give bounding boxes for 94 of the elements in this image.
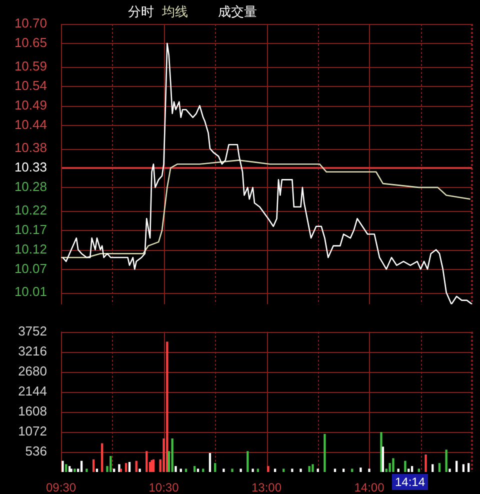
- y-tick-label: 2144: [18, 383, 47, 398]
- bar: [166, 342, 168, 472]
- bar: [214, 463, 216, 472]
- bar: [456, 460, 458, 472]
- text: 成交量: [218, 5, 257, 20]
- y-tick-label: 536: [25, 444, 47, 459]
- bar: [240, 468, 242, 472]
- y-tick-label: 10.33: [14, 160, 47, 175]
- bar: [86, 468, 88, 472]
- bar: [410, 466, 414, 472]
- bar: [184, 468, 188, 472]
- y-tick-label: 10.54: [14, 78, 47, 93]
- bar: [462, 464, 465, 472]
- bar: [113, 468, 116, 472]
- bar: [231, 468, 234, 472]
- bar: [124, 463, 128, 472]
- bar: [196, 468, 200, 472]
- y-tick-label: 10.28: [14, 179, 47, 194]
- bar: [308, 466, 310, 472]
- bar: [138, 468, 141, 472]
- text: 分时: [128, 5, 154, 20]
- bar: [316, 468, 319, 472]
- bar: [392, 458, 394, 472]
- bar: [342, 468, 345, 472]
- y-tick-label: 1072: [18, 424, 47, 439]
- y-tick-label: 3216: [18, 343, 47, 358]
- y-tick-label: 10.07: [14, 260, 47, 276]
- bar: [351, 468, 354, 472]
- bar: [360, 468, 362, 472]
- y-tick-label: 3752: [18, 323, 47, 338]
- bar: [74, 468, 76, 472]
- bar: [222, 468, 225, 472]
- bar: [445, 450, 448, 472]
- bar: [174, 466, 177, 472]
- bar: [120, 468, 122, 472]
- bar: [312, 464, 314, 472]
- bar: [152, 459, 155, 472]
- bar: [128, 462, 131, 472]
- bar: [467, 463, 470, 472]
- y-tick-label: 10.70: [14, 16, 47, 31]
- bar: [418, 468, 420, 472]
- x-tick-label: 09:30: [46, 480, 76, 494]
- y-tick-label: 10.59: [14, 58, 47, 74]
- bar: [92, 459, 95, 472]
- bar: [397, 468, 400, 472]
- y-tick-label: 10.12: [14, 241, 47, 256]
- bar: [282, 468, 285, 472]
- bar: [62, 460, 64, 472]
- x-tick-label: 10:30: [148, 480, 180, 494]
- y-tick-label: 10.22: [14, 202, 47, 218]
- y-tick-label: 10.49: [14, 97, 47, 112]
- bar: [80, 460, 83, 472]
- bar: [101, 443, 104, 472]
- bar: [135, 460, 138, 472]
- text: 均线: [162, 5, 188, 20]
- bar: [180, 468, 182, 472]
- bar: [118, 464, 120, 472]
- bar: [193, 466, 196, 472]
- bar: [65, 464, 68, 472]
- bar: [380, 432, 382, 472]
- y-tick-label: 10.65: [14, 35, 47, 50]
- bar: [267, 466, 270, 472]
- bar: [146, 451, 148, 472]
- bar: [438, 463, 441, 472]
- bar: [404, 460, 406, 472]
- bar: [110, 456, 112, 472]
- bar: [252, 468, 254, 472]
- bar: [300, 468, 302, 472]
- bar: [274, 468, 276, 472]
- bar: [246, 451, 249, 472]
- bar: [432, 464, 434, 472]
- bar: [291, 468, 294, 472]
- bar: [208, 452, 212, 472]
- bar: [408, 468, 410, 472]
- bar: [70, 468, 72, 472]
- bar: [324, 434, 326, 472]
- bar: [171, 438, 174, 472]
- bar: [96, 468, 98, 472]
- bar: [256, 468, 260, 472]
- y-tick-label: 10.17: [14, 222, 47, 237]
- bar: [334, 468, 336, 472]
- y-tick-label: 10.44: [14, 116, 47, 132]
- x-tick-label: 14:00: [354, 480, 385, 494]
- y-tick-label: 10.01: [14, 284, 47, 300]
- y-tick-label: 1608: [18, 403, 47, 418]
- bar: [382, 446, 384, 472]
- text: 14:14: [392, 474, 428, 490]
- x-tick-label: 13:00: [251, 480, 282, 494]
- y-tick-label: 10.38: [14, 140, 47, 156]
- bar: [368, 468, 370, 472]
- bar: [202, 468, 204, 472]
- bar: [448, 468, 451, 472]
- y-tick-label: 2680: [18, 363, 47, 378]
- bar: [424, 454, 427, 472]
